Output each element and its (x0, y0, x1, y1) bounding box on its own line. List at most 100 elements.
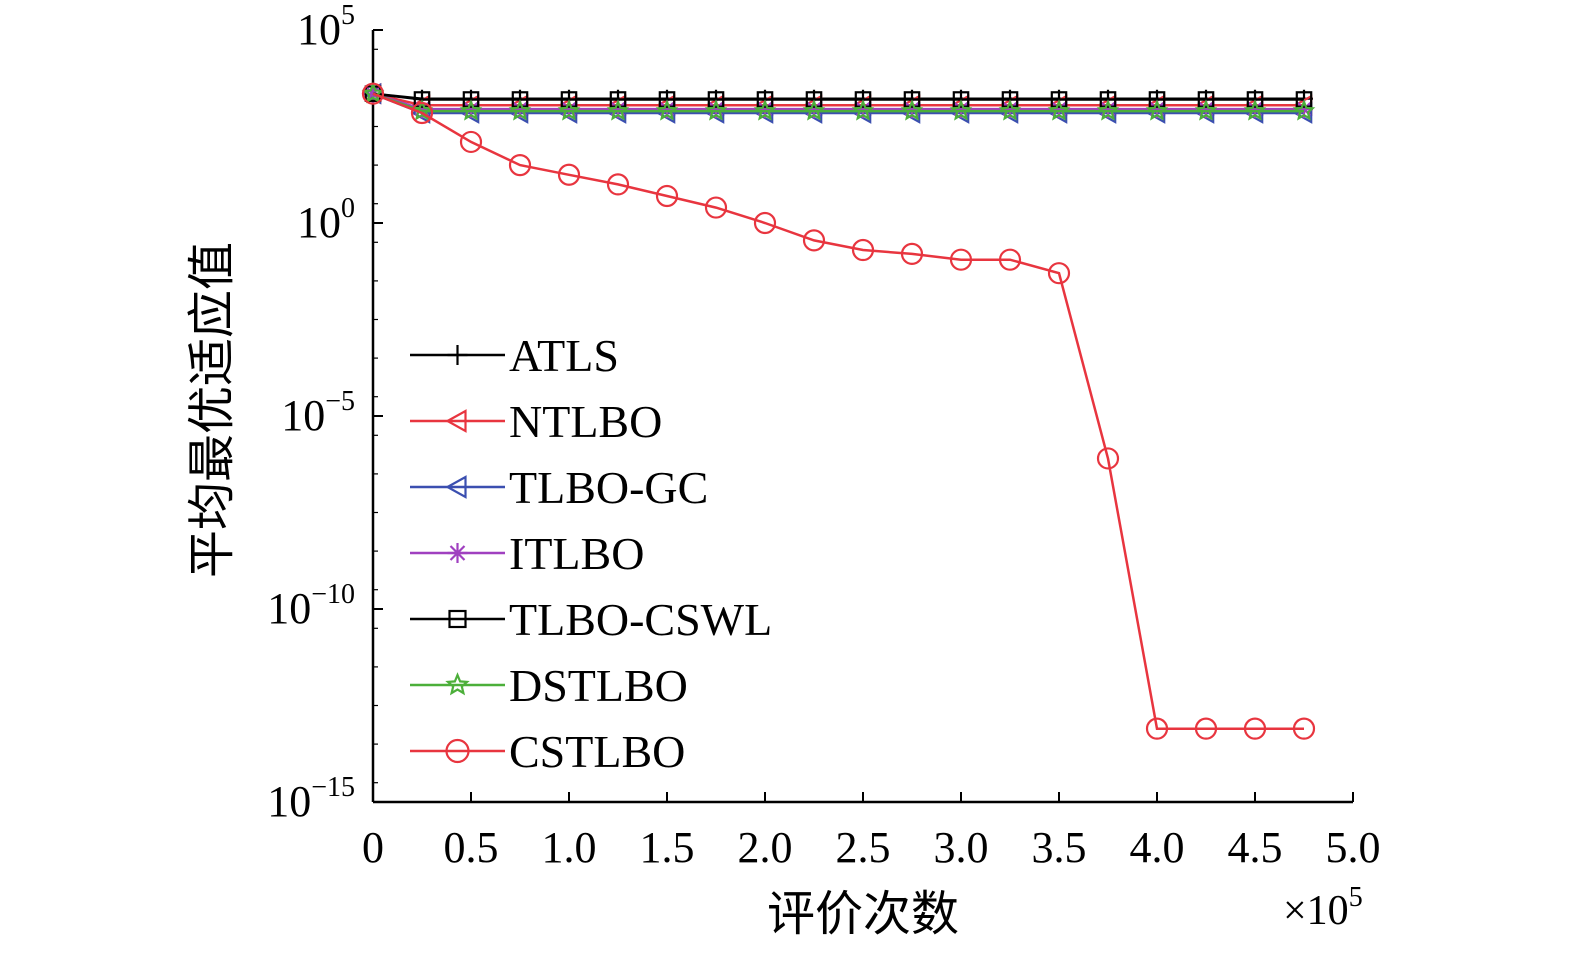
x-tick-label: 0 (362, 823, 384, 872)
data-point-marker (753, 211, 777, 235)
data-point-marker (704, 99, 728, 121)
data-point-marker (1243, 717, 1267, 740)
y-tick-label: 10−5 (281, 386, 355, 440)
data-point-marker (1197, 91, 1215, 108)
data-point-marker (1292, 99, 1316, 121)
legend-label: CSTLBO (509, 726, 685, 777)
data-point-marker (851, 238, 875, 262)
data-point-marker (609, 91, 627, 108)
data-point-marker (413, 100, 431, 119)
x-ticks: 0 0.5 1.0 1.5 2.0 2.5 3.0 3.5 4.0 4.5 5.0 (362, 792, 1381, 872)
y-tick-base: 10 (281, 391, 325, 440)
y-tick-base: 10 (267, 584, 311, 633)
data-point-marker (1292, 717, 1316, 740)
data-point-marker (410, 99, 434, 121)
data-point-marker (445, 738, 470, 764)
data-point-marker (1295, 100, 1313, 119)
data-point-marker (707, 100, 725, 119)
data-point-marker (949, 248, 973, 271)
legend-label: ITLBO (509, 528, 644, 579)
data-point-marker (361, 81, 385, 104)
data-point-marker (462, 91, 480, 108)
data-point-marker (560, 91, 578, 108)
data-point-marker (1001, 100, 1019, 119)
y-tick-exp: 0 (341, 193, 355, 224)
x-multiplier: ×105 (1283, 882, 1363, 934)
legend-item: CSTLBO (410, 726, 685, 777)
y-axis-label: 平均最优适应值 (184, 242, 240, 578)
data-point-marker (609, 100, 627, 119)
data-point-marker (557, 163, 581, 186)
data-point-marker (361, 82, 385, 105)
data-point-marker (1295, 91, 1313, 108)
data-point-marker (557, 99, 581, 121)
data-point-marker (805, 100, 823, 119)
legend-label: NTLBO (509, 396, 662, 447)
x-tick-label: 3.0 (934, 823, 989, 872)
data-point-marker (949, 99, 973, 121)
data-point-marker (1148, 91, 1166, 108)
x-tick-label: 3.5 (1032, 823, 1087, 872)
data-point-marker (900, 99, 924, 121)
data-point-marker (447, 345, 468, 365)
data-point-marker (998, 99, 1022, 121)
series-line (372, 92, 1304, 730)
data-point-marker (1050, 91, 1068, 108)
data-point-marker (998, 248, 1022, 271)
data-point-marker (1047, 262, 1071, 285)
x-axis-label: 评价次数 (767, 886, 959, 942)
data-point-marker (854, 100, 872, 119)
x-tick-label: 2.0 (738, 823, 793, 872)
series-dstlbo (361, 81, 1316, 121)
data-point-marker (1001, 91, 1019, 108)
y-tick-exp: −15 (311, 772, 355, 803)
data-point-marker (1197, 100, 1215, 119)
data-point-marker (445, 672, 470, 696)
legend-label: ATLS (509, 330, 619, 381)
data-point-marker (658, 91, 676, 108)
legend-item: TLBO-GC (410, 462, 708, 513)
legend: ATLS NTLBO TLBO-GC ITLBO TLBO-CSWL DSTLBO CSTL… (410, 330, 772, 777)
data-point-marker (1047, 99, 1071, 121)
data-point-marker (448, 609, 467, 629)
data-point-marker (1246, 100, 1264, 119)
data-point-marker (1194, 99, 1218, 121)
y-tick-label: 10−10 (267, 579, 355, 633)
data-point-marker (1096, 99, 1120, 121)
data-point-marker (459, 99, 483, 121)
data-point-marker (707, 91, 725, 108)
data-point-marker (802, 229, 826, 252)
data-point-marker (851, 99, 875, 121)
y-tick-base: 10 (297, 5, 341, 54)
series-group (361, 81, 1316, 740)
data-point-marker (655, 99, 679, 121)
y-tick-label: 105 (297, 0, 355, 54)
data-point-marker (413, 91, 431, 108)
legend-label: DSTLBO (509, 660, 688, 711)
legend-item: TLBO-CSWL (410, 594, 772, 645)
data-point-marker (805, 91, 823, 108)
legend-item: NTLBO (410, 396, 662, 447)
data-point-marker (756, 91, 774, 108)
data-point-marker (560, 100, 578, 119)
y-tick-label: 100 (297, 193, 355, 247)
data-point-marker (900, 242, 924, 265)
data-point-marker (1246, 91, 1264, 108)
data-point-marker (952, 91, 970, 108)
y-tick-label: 10−15 (267, 772, 355, 826)
x-multiplier-base: ×10 (1283, 888, 1349, 934)
data-point-marker (606, 173, 630, 196)
legend-item: ATLS (410, 330, 619, 381)
y-tick-exp: −5 (325, 386, 355, 417)
x-tick-label: 4.5 (1228, 823, 1283, 872)
data-point-marker (1243, 99, 1267, 121)
data-point-marker (1050, 100, 1068, 119)
data-point-marker (410, 101, 434, 125)
y-tick-exp: −10 (311, 579, 355, 610)
data-point-marker (445, 475, 467, 499)
y-tick-base: 10 (267, 777, 311, 826)
data-point-marker (447, 543, 468, 563)
data-point-marker (802, 99, 826, 121)
